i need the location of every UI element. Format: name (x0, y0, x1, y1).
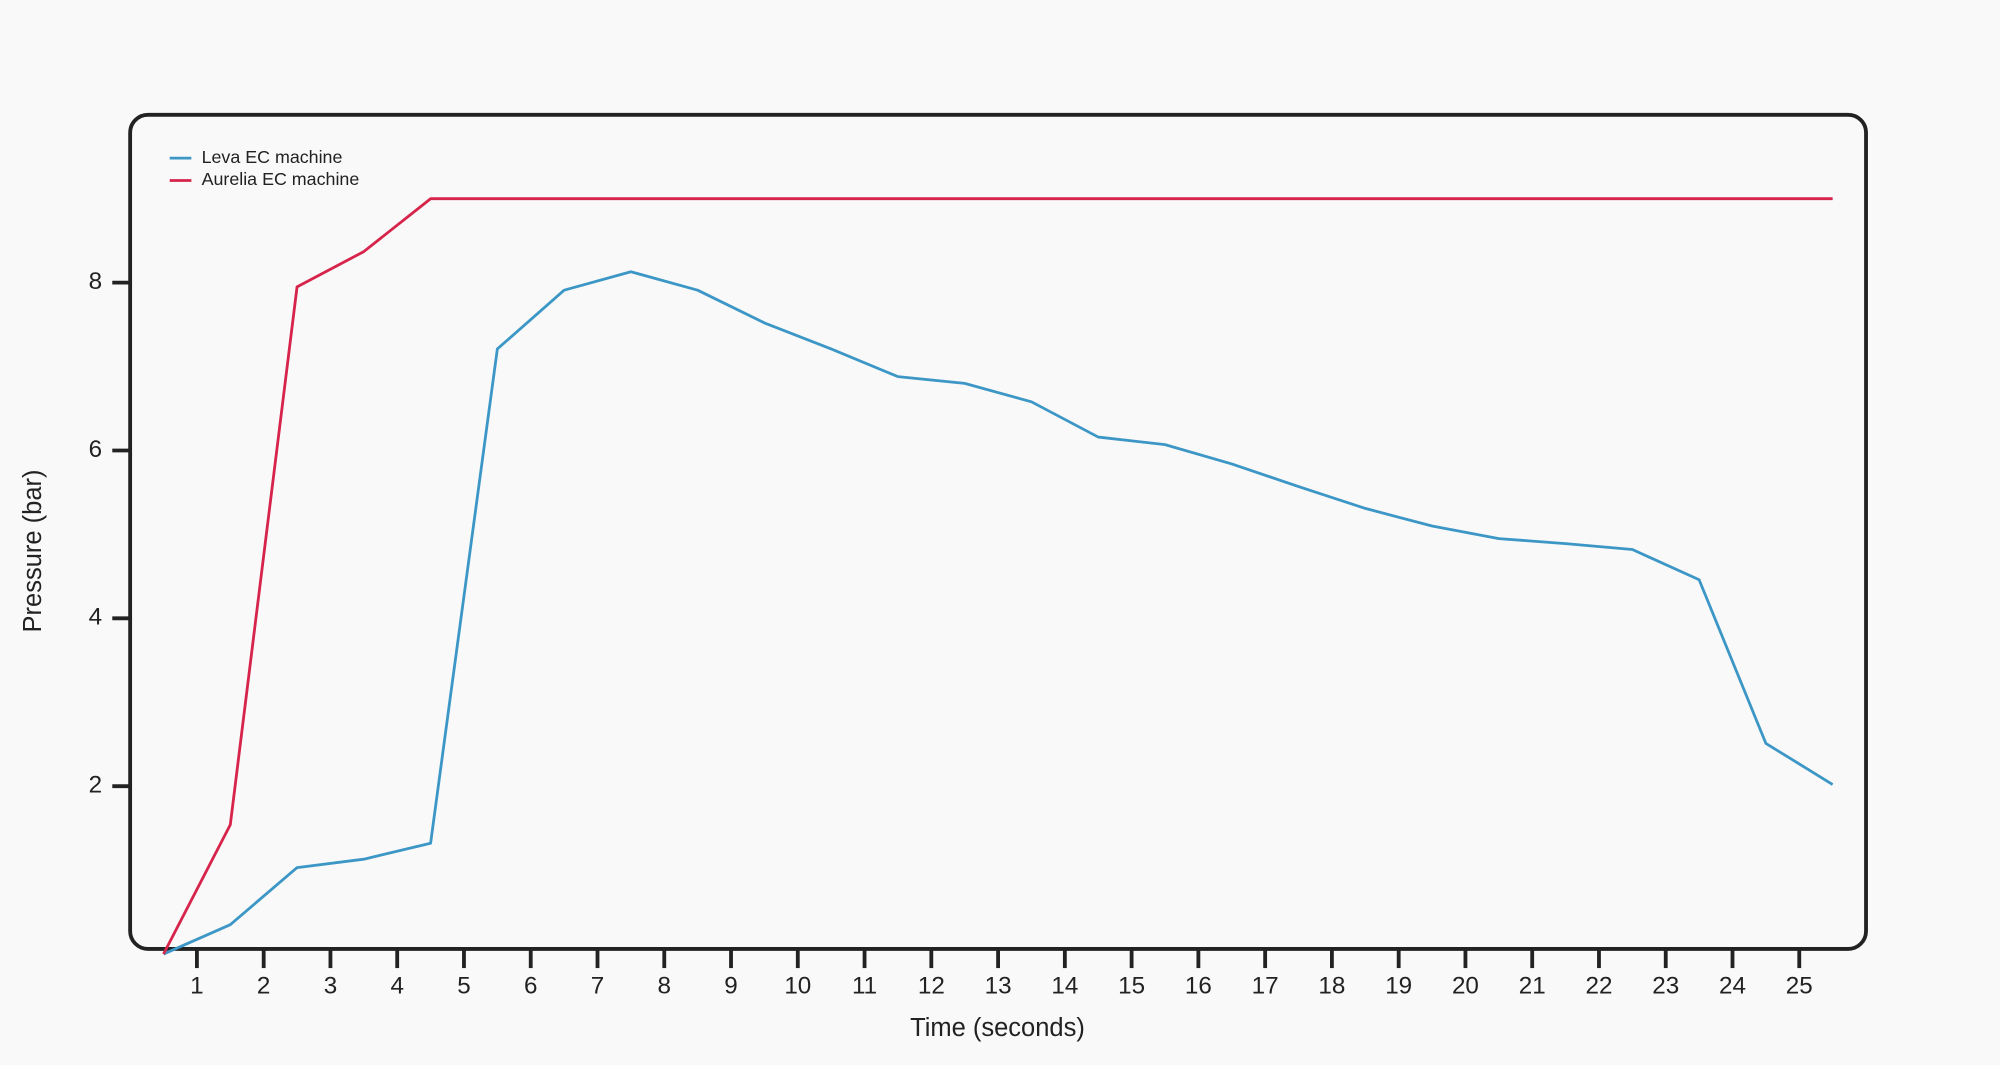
x-tick-label: 24 (1719, 973, 1746, 1000)
x-axis-label: Time (seconds) (910, 1014, 1085, 1042)
x-tick-label: 25 (1786, 973, 1813, 1000)
x-tick-label: 23 (1652, 973, 1679, 1000)
y-tick-label: 4 (89, 604, 102, 631)
y-tick-label: 6 (89, 436, 102, 463)
x-tick-label: 4 (390, 973, 403, 1000)
x-tick-label: 1 (190, 973, 203, 1000)
legend-label: Leva EC machine (202, 147, 343, 167)
x-tick-label: 13 (985, 973, 1012, 1000)
x-tick-label: 21 (1519, 973, 1546, 1000)
x-tick-label: 5 (457, 973, 470, 1000)
x-tick-label: 12 (918, 973, 945, 1000)
series-line (162, 197, 1833, 955)
x-tick-label: 2 (257, 973, 270, 1000)
x-tick-label: 22 (1585, 973, 1612, 1000)
x-tick-label: 9 (724, 973, 737, 1000)
y-axis-label: Pressure (bar) (19, 470, 47, 633)
x-tick-label: 17 (1252, 973, 1279, 1000)
x-tick-label: 6 (524, 973, 537, 1000)
series-line (162, 270, 1834, 956)
x-tick-label: 8 (658, 973, 671, 1000)
legend-label: Aurelia EC machine (202, 169, 360, 189)
y-tick-label: 2 (89, 772, 102, 799)
x-tick-label: 15 (1118, 973, 1145, 1000)
x-tick-label: 16 (1185, 973, 1212, 1000)
y-tick-label: 8 (89, 268, 102, 295)
x-tick-label: 3 (324, 973, 337, 1000)
x-tick-label: 7 (591, 973, 604, 1000)
x-tick-label: 14 (1051, 973, 1078, 1000)
x-tick-label: 20 (1452, 973, 1479, 1000)
x-tick-label: 10 (784, 973, 811, 1000)
plot-frame (128, 112, 1868, 951)
x-tick-label: 18 (1318, 973, 1345, 1000)
x-tick-label: 11 (852, 973, 877, 1000)
x-tick-label: 19 (1385, 973, 1412, 1000)
